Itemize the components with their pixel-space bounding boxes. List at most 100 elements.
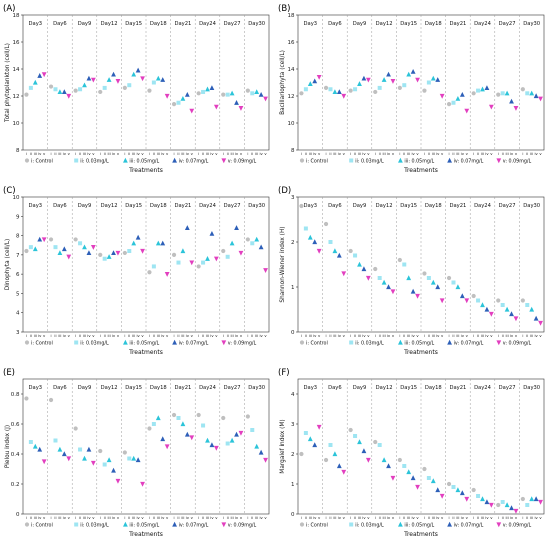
y-tick-label: 0 <box>291 330 295 336</box>
data-point <box>176 100 181 105</box>
treatment-tick-label: i <box>498 151 499 156</box>
data-point <box>299 91 304 96</box>
data-point <box>66 456 72 462</box>
legend-label: v: 0.09mg/L <box>503 523 532 529</box>
day-label: Day27 <box>499 385 516 391</box>
data-point <box>312 239 318 245</box>
treatment-tick-label: i <box>473 151 474 156</box>
legend-label: iv: 0.07mg/L <box>179 523 209 529</box>
treatment-tick-label: i <box>375 333 376 338</box>
day-label: Day9 <box>353 21 367 27</box>
treatment-tick-label: iv <box>186 515 190 520</box>
treatment-tick-label: iii <box>132 515 135 520</box>
treatment-tick-label: iii <box>231 151 234 156</box>
treatment-tick-label: v <box>539 515 542 520</box>
data-point <box>147 426 152 431</box>
treatment-tick-label: v <box>240 515 243 520</box>
data-point <box>140 481 145 487</box>
day-label: Day12 <box>101 203 118 209</box>
y-tick-label: 3 <box>291 422 295 428</box>
data-point <box>316 248 322 254</box>
data-point <box>48 84 54 89</box>
treatment-tick-label: iii <box>432 151 435 156</box>
data-point <box>225 254 230 259</box>
day-label: Day18 <box>150 203 167 209</box>
treatment-tick-label: v <box>166 515 169 520</box>
treatment-tick-label: ii <box>428 515 430 520</box>
treatment-tick-label: iii <box>58 333 61 338</box>
legend-marker <box>221 158 227 164</box>
data-point <box>357 261 362 267</box>
data-point <box>61 89 67 95</box>
treatment-tick-label: ii <box>227 151 229 156</box>
treatment-tick-label: iv <box>411 515 415 520</box>
data-point <box>234 431 239 437</box>
data-point <box>140 76 145 82</box>
legend-label: ii: 0.03mg/L <box>80 523 109 529</box>
data-point <box>238 430 244 436</box>
day-label: Day9 <box>78 385 92 391</box>
legend-marker <box>299 340 305 345</box>
treatment-tick-label: iv <box>259 151 263 156</box>
x-axis-label: Treatments <box>128 531 163 538</box>
data-point <box>106 254 112 259</box>
treatment-tick-label: iv <box>362 333 366 338</box>
data-point <box>341 469 347 475</box>
chart-panel-1: (A) Day3 Day6 Day9 Day12 Day15 Day18 Day21 Day24… <box>3 4 270 174</box>
treatment-tick-label: iv <box>87 515 91 520</box>
treatment-tick-label: ii <box>153 151 155 156</box>
treatment-tick-label: v <box>43 333 46 338</box>
legend-label: v: 0.09mg/L <box>503 341 532 347</box>
data-point <box>307 234 313 240</box>
data-point <box>254 443 260 449</box>
treatment-tick-label: iv <box>210 333 214 338</box>
data-point <box>476 298 481 303</box>
legend-marker <box>221 522 227 528</box>
treatment-tick-label: i <box>174 151 175 156</box>
treatment-tick-label: ii <box>428 333 430 338</box>
treatment-tick-label: iv <box>63 151 67 156</box>
data-point <box>365 275 371 281</box>
data-point <box>238 250 244 256</box>
y-tick-label: 6 <box>16 272 20 278</box>
treatment-tick-label: i <box>51 151 52 156</box>
legend-label: ii: 0.03mg/L <box>80 341 109 347</box>
treatment-tick-label: iv <box>510 515 514 520</box>
treatment-tick-label: i <box>149 151 150 156</box>
data-point <box>90 245 96 250</box>
y-tick-label: 10 <box>288 121 295 127</box>
treatment-tick-label: ii <box>128 333 130 338</box>
treatment-tick-label: i <box>326 333 327 338</box>
legend-marker <box>123 339 128 345</box>
data-point <box>341 93 347 99</box>
treatment-tick-label: ii <box>354 515 356 520</box>
legend-marker <box>496 522 502 528</box>
day-label: Day6 <box>328 385 342 391</box>
data-point <box>538 96 543 102</box>
data-point <box>520 496 525 502</box>
data-point <box>258 244 264 250</box>
treatment-tick-label: i <box>51 333 52 338</box>
data-point <box>213 104 219 110</box>
data-point <box>250 91 255 96</box>
data-point <box>127 456 132 461</box>
data-point <box>504 502 510 508</box>
data-point <box>160 436 166 442</box>
data-point <box>451 100 456 105</box>
data-point <box>415 293 420 299</box>
data-point <box>263 96 268 102</box>
data-point <box>464 298 470 304</box>
chart-panel-5: (E) Day3 Day6 Day9 Day12 Day15 Day18 Day21 Day24… <box>3 368 270 538</box>
treatment-tick-label: i <box>399 151 400 156</box>
data-point <box>86 250 92 256</box>
data-point <box>422 88 427 93</box>
legend-label: i: Control <box>31 159 53 165</box>
data-point <box>323 85 329 90</box>
data-point <box>66 254 72 260</box>
treatment-tick-label: iv <box>313 333 317 338</box>
treatment-tick-label: iv <box>38 515 42 520</box>
treatment-tick-label: v <box>215 333 218 338</box>
data-point <box>147 270 152 275</box>
data-point <box>238 106 244 111</box>
legend-marker <box>447 521 452 527</box>
